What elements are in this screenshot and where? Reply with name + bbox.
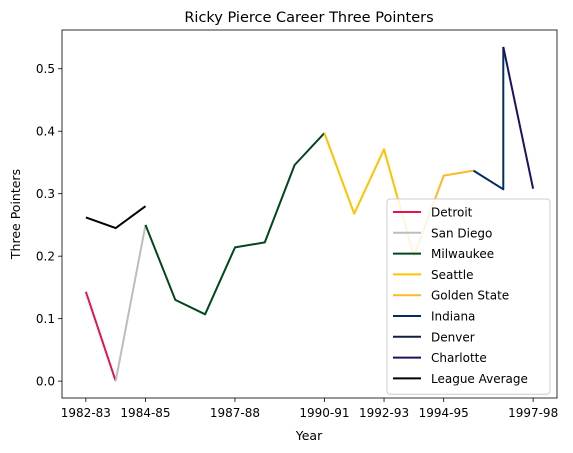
- x-tick-label: 1984-85: [120, 406, 170, 420]
- chart-title: Ricky Pierce Career Three Pointers: [184, 10, 433, 26]
- legend-label-detroit: Detroit: [431, 206, 473, 220]
- legend-label-golden-state: Golden State: [431, 289, 509, 303]
- x-tick-label: 1990-91: [299, 406, 349, 420]
- series-lines: [84, 46, 535, 382]
- legend: Detroit San Diego Milwaukee Seattle Golden S…: [386, 198, 551, 395]
- x-axis-label: Year: [295, 428, 323, 443]
- series-line-league-average: [85, 205, 147, 230]
- series-line-detroit: [84, 291, 117, 382]
- series-line-indiana: [472, 46, 505, 191]
- legend-label-seattle: Seattle: [431, 268, 473, 282]
- y-tick-label: 0.2: [36, 250, 55, 264]
- y-tick-label: 0.0: [36, 375, 55, 389]
- plot-frame: [61, 29, 558, 399]
- x-tick-label: 1982-83: [61, 406, 111, 420]
- x-tick-label: 1997-98: [508, 406, 558, 420]
- y-tick-label: 0.1: [36, 312, 55, 326]
- x-tick-label: 1992-93: [359, 406, 409, 420]
- x-tick-label: 1994-95: [419, 406, 469, 420]
- legend-label-league-average: League Average: [431, 372, 528, 386]
- legend-label-san-diego: San Diego: [431, 226, 492, 240]
- y-axis-label: Three Pointers: [8, 169, 23, 260]
- series-line-charlotte: [502, 46, 535, 189]
- legend-label-denver: Denver: [431, 330, 475, 344]
- series-line-san-diego: [114, 224, 147, 382]
- y-tick-label: 0.4: [36, 125, 55, 139]
- legend-label-milwaukee: Milwaukee: [431, 247, 494, 261]
- legend-label-indiana: Indiana: [431, 310, 475, 324]
- legend-box: [386, 198, 551, 395]
- x-tick-label: 1987-88: [210, 406, 260, 420]
- series-line-milwaukee: [144, 132, 326, 316]
- legend-label-charlotte: Charlotte: [431, 351, 487, 365]
- y-tick-label: 0.3: [36, 187, 55, 201]
- axes: 1982-83 1984-85 1987-88 1990-91 1992-93 1994-…: [36, 62, 558, 420]
- y-tick-label: 0.5: [36, 62, 55, 76]
